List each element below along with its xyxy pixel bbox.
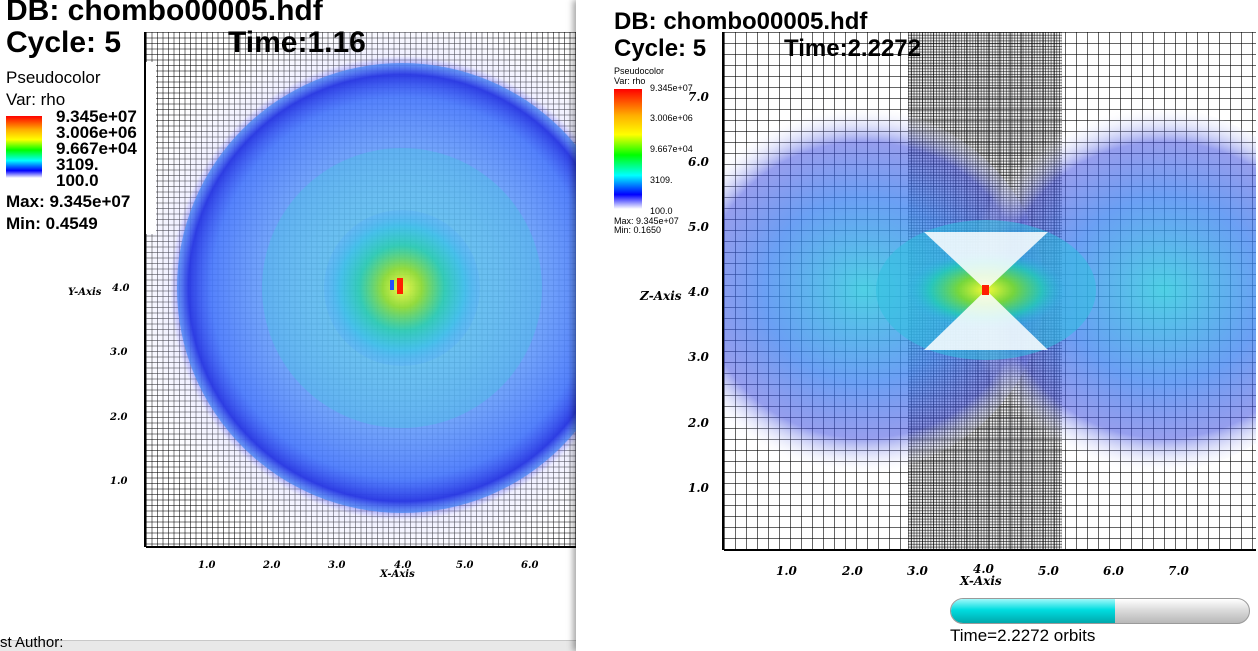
left-y-tick-3: 3.0 (110, 347, 128, 358)
left-legend-min: Min: 0.4549 (6, 214, 98, 233)
left-y-tick-4: 4.0 (112, 283, 130, 294)
left-time-label: Time:1.16 (228, 26, 366, 59)
right-mesh-plot (724, 32, 1256, 550)
left-x-axis-label: X-Axis (380, 569, 415, 580)
left-x-tick-4: 4.0 (394, 560, 412, 571)
right-z-tick-4: 4.0 (688, 285, 709, 299)
left-footer-strip (0, 640, 578, 651)
left-x-tick-2: 2.0 (263, 560, 281, 571)
left-x-axis-line (146, 546, 576, 548)
right-z-tick-2: 2.0 (688, 416, 709, 430)
right-visit-window: DB: chombo00005.hdf Cycle: 5 Time:2.2272… (576, 0, 1258, 651)
right-legend-max: Max: 9.345e+07 (614, 216, 679, 226)
right-x-tick-6: 6.0 (1103, 564, 1124, 578)
right-z-tick-1: 1.0 (688, 481, 709, 495)
left-legend-tick-0: 9.345e+07 (56, 107, 137, 126)
right-x-axis-line (724, 549, 1256, 551)
left-legend-max: Max: 9.345e+07 (6, 192, 131, 211)
left-legend-plot-type: Pseudocolor (6, 68, 101, 87)
right-x-tick-5: 5.0 (1038, 564, 1059, 578)
left-legend-tick-1: 3.006e+06 (56, 123, 137, 142)
left-y-axis-label: Y-Axis (68, 287, 102, 298)
right-legend-plot-type: Pseudocolor (614, 66, 665, 76)
right-z-tick-7: 7.0 (688, 90, 709, 104)
right-z-tick-6: 6.0 (688, 155, 709, 169)
right-legend-tick-2: 9.667e+04 (650, 144, 693, 154)
left-legend: Pseudocolor Var: rho 9.345e+07 3.006e+06… (0, 62, 156, 234)
left-x-tick-5: 5.0 (456, 560, 474, 571)
right-legend-min: Min: 0.1650 (614, 225, 662, 235)
right-x-tick-2: 2.0 (842, 564, 863, 578)
right-cycle-label: Cycle: 5 (614, 35, 707, 62)
time-progress-label: Time=2.2272 orbits (950, 626, 1096, 645)
right-z-tick-3: 3.0 (688, 350, 709, 364)
right-x-tick-3: 3.0 (907, 564, 928, 578)
right-legend-tick-3: 3109. (650, 175, 673, 185)
right-x-tick-1: 1.0 (776, 564, 797, 578)
right-legend-tick-0: 9.345e+07 (650, 83, 693, 93)
left-pseudocolor-field (146, 32, 576, 547)
right-z-tick-5: 5.0 (688, 220, 709, 234)
left-x-tick-1: 1.0 (198, 560, 216, 571)
right-pseudocolor-field (724, 105, 1256, 475)
left-visit-window: DB: chombo00005.hdf Cycle: 5 Time:1.16 P… (0, 0, 578, 651)
left-cycle-label: Cycle: 5 (6, 26, 122, 59)
right-legend-var: Var: rho (614, 76, 646, 86)
left-db-title: DB: chombo00005.hdf (6, 0, 323, 27)
right-db-title: DB: chombo00005.hdf (614, 8, 868, 35)
left-x-tick-6: 6.0 (521, 560, 539, 571)
left-x-tick-3: 3.0 (328, 560, 346, 571)
left-y-tick-2: 2.0 (110, 412, 128, 423)
left-y-axis-line (144, 32, 146, 547)
right-z-axis-line (722, 32, 724, 550)
right-x-axis-label: X-Axis (960, 574, 1002, 588)
right-legend-tick-4: 100.0 (650, 206, 673, 216)
time-progress-fill (951, 599, 1115, 623)
right-x-tick-4: 4.0 (973, 562, 994, 576)
left-footer-text: st Author: (0, 634, 64, 651)
right-z-axis-label: Z-Axis (640, 289, 682, 303)
left-legend-tick-4: 100.0 (56, 171, 99, 190)
left-mesh-plot (146, 32, 576, 547)
left-legend-var: Var: rho (6, 90, 66, 109)
right-time-label: Time:2.2272 (784, 35, 921, 62)
left-legend-tick-2: 9.667e+04 (56, 139, 137, 158)
left-y-tick-1: 1.0 (110, 476, 128, 487)
time-progress-bar (950, 598, 1250, 624)
right-colorbar (614, 89, 642, 209)
left-legend-tick-3: 3109. (56, 155, 99, 174)
right-x-tick-7: 7.0 (1168, 564, 1189, 578)
left-colorbar (6, 116, 42, 178)
right-legend: Pseudocolor Var: rho 9.345e+07 3.006e+06… (612, 64, 724, 240)
right-legend-tick-1: 3.006e+06 (650, 113, 693, 123)
